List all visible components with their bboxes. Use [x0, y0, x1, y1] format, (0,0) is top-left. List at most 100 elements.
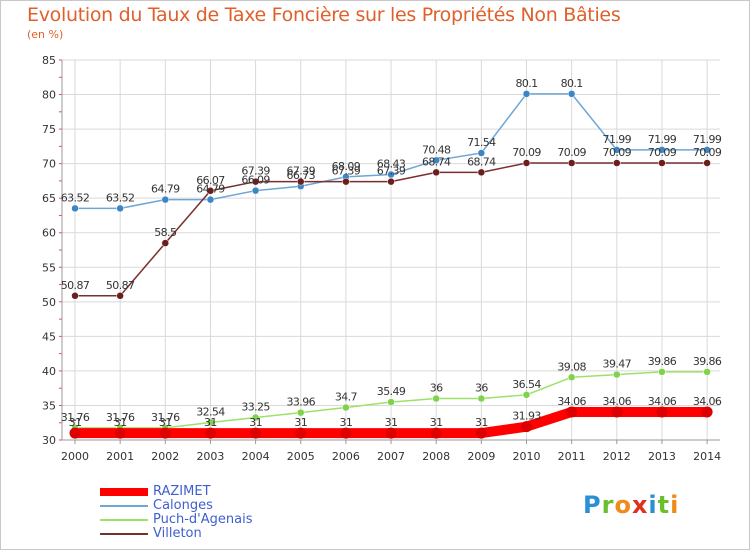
- data-point-villeton: [387, 177, 395, 186]
- data-label-villeton: 70.09: [648, 146, 677, 159]
- x-tick-label: 2009: [467, 450, 495, 463]
- data-point-calonges: [432, 156, 440, 165]
- data-point-razimet: [204, 427, 216, 439]
- legend-swatch: [100, 519, 148, 521]
- data-label-razimet: 31: [69, 416, 82, 429]
- data-label-calonges: 68.09: [332, 160, 361, 173]
- data-label-villeton: 67.39: [287, 165, 316, 178]
- x-tick-label: 2004: [242, 450, 270, 463]
- data-point-villeton: [116, 292, 124, 300]
- data-label-puch-d-agenais: 32.54: [196, 405, 225, 418]
- y-tick-label: 55: [42, 261, 56, 274]
- data-point-villeton: [161, 239, 170, 247]
- chart-subtitle: (en %): [27, 28, 64, 41]
- data-label-puch-d-agenais: 34.7: [335, 391, 358, 404]
- data-label-villeton: 67.39: [241, 165, 270, 178]
- y-tick-label: 45: [42, 330, 56, 343]
- data-point-villeton: [658, 159, 666, 167]
- data-label-calonges: 71.99: [603, 133, 632, 146]
- y-tick-label: 60: [42, 227, 56, 240]
- data-point-razimet: [159, 427, 171, 439]
- data-point-villeton: [71, 292, 79, 300]
- data-label-razimet: 31: [339, 416, 352, 429]
- data-point-razimet: [656, 406, 668, 418]
- x-tick-label: 2011: [558, 450, 586, 463]
- data-label-villeton: 50.87: [106, 279, 135, 292]
- data-label-calonges: 64.79: [151, 183, 180, 196]
- chart-title: Evolution du Taux de Taxe Foncière sur l…: [27, 4, 621, 26]
- data-label-villeton: 70.09: [693, 146, 722, 159]
- data-point-razimet: [475, 427, 487, 439]
- data-point-calonges: [567, 90, 576, 98]
- legend-label: RAZIMET: [153, 484, 211, 499]
- data-point-puch-d-agenais: [477, 394, 486, 403]
- data-label-villeton: 68.74: [467, 155, 496, 168]
- x-tick-label: 2001: [106, 450, 134, 463]
- data-label-puch-d-agenais: 35.49: [377, 385, 406, 398]
- x-tick-label: 2006: [332, 450, 360, 463]
- data-point-razimet: [250, 427, 262, 439]
- data-label-villeton: 58.5: [154, 226, 177, 239]
- data-point-razimet: [430, 427, 442, 439]
- y-tick-label: 50: [42, 296, 56, 309]
- data-point-puch-d-agenais: [567, 373, 576, 382]
- legend-swatch: [100, 533, 148, 535]
- data-label-calonges: 71.99: [648, 133, 677, 146]
- data-label-calonges: 64.79: [196, 183, 225, 196]
- data-point-calonges: [161, 195, 170, 204]
- data-point-villeton: [432, 168, 440, 177]
- data-label-puch-d-agenais: 36.54: [512, 378, 541, 391]
- data-label-villeton: 67.39: [377, 165, 406, 178]
- data-point-razimet: [385, 427, 397, 439]
- legend-swatch: [100, 505, 148, 507]
- data-label-puch-d-agenais: 33.25: [241, 401, 270, 414]
- data-label-villeton: 70.09: [603, 146, 632, 159]
- data-label-calonges: 71.54: [467, 136, 496, 149]
- x-tick-label: 2002: [151, 450, 179, 463]
- data-point-razimet: [114, 427, 126, 439]
- legend-label: Villeton: [153, 526, 202, 541]
- y-tick-label: 40: [42, 365, 56, 378]
- data-point-razimet: [295, 427, 307, 439]
- data-point-villeton: [477, 168, 486, 177]
- x-tick-label: 2008: [422, 450, 450, 463]
- data-label-calonges: 68.43: [377, 157, 406, 170]
- data-label-razimet: 31: [204, 416, 217, 429]
- y-tick-label: 85: [42, 54, 56, 67]
- data-point-razimet: [340, 427, 352, 439]
- data-point-puch-d-agenais: [522, 391, 531, 399]
- data-point-calonges: [703, 146, 711, 154]
- data-label-puch-d-agenais: 39.86: [648, 355, 677, 368]
- data-point-villeton: [297, 177, 305, 186]
- data-label-villeton: 67.39: [332, 165, 361, 178]
- data-label-razimet: 34.06: [693, 395, 722, 408]
- y-tick-label: 35: [42, 399, 56, 412]
- data-label-villeton: 68.74: [422, 155, 451, 168]
- x-tick-label: 2005: [287, 450, 315, 463]
- data-point-razimet: [69, 427, 81, 439]
- legend-label: Calonges: [153, 498, 213, 513]
- data-label-razimet: 31: [385, 416, 398, 429]
- data-label-puch-d-agenais: 31.76: [61, 411, 90, 424]
- data-point-razimet: [566, 406, 578, 418]
- data-label-razimet: 31: [430, 416, 443, 429]
- data-point-puch-d-agenais: [613, 370, 621, 379]
- data-point-villeton: [251, 177, 260, 186]
- data-label-puch-d-agenais: 39.86: [693, 355, 722, 368]
- data-label-villeton: 70.09: [512, 146, 541, 159]
- data-point-calonges: [116, 204, 124, 213]
- x-tick-label: 2007: [377, 450, 405, 463]
- data-point-villeton: [567, 159, 576, 167]
- x-tick-label: 2000: [61, 450, 89, 463]
- y-tick-label: 65: [42, 192, 56, 205]
- data-point-razimet: [611, 406, 623, 418]
- proxiti-logo: Proxiti: [583, 491, 680, 519]
- data-label-razimet: 34.06: [603, 395, 632, 408]
- data-point-puch-d-agenais: [432, 394, 440, 403]
- data-point-calonges: [522, 90, 531, 98]
- y-tick-label: 75: [42, 123, 56, 136]
- data-label-villeton: 66.07: [196, 174, 225, 187]
- data-label-puch-d-agenais: 36: [430, 382, 443, 395]
- x-tick-label: 2014: [693, 450, 721, 463]
